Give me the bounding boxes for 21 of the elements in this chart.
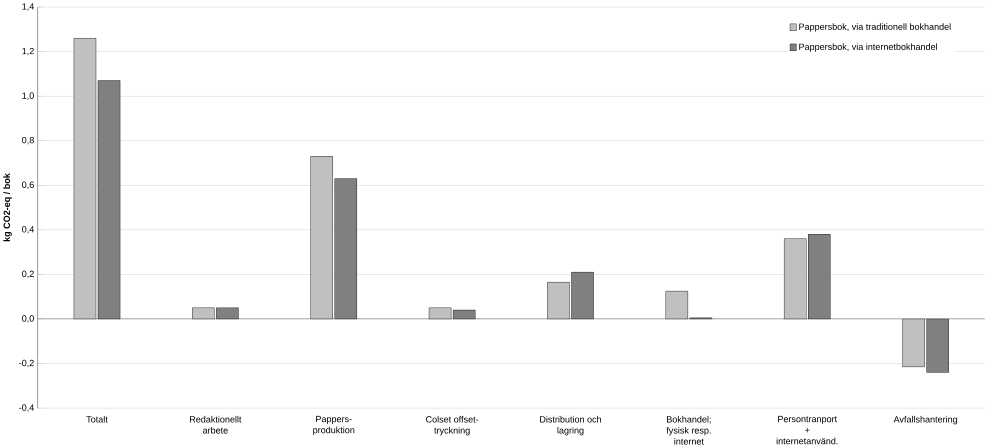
y-tick-label: 0,4 [22, 226, 34, 234]
x-tick-label: Bokhandel; fysisk resp. internet [666, 416, 711, 445]
legend-label: Pappersbok, via internetbokhandel [799, 43, 937, 52]
y-tick-label: 0,8 [22, 136, 34, 144]
y-axis-title: kg CO2-eq / bok [3, 173, 12, 242]
x-tick-label: Pappers- produktion [313, 416, 354, 436]
x-tick-label: Persontranport + internetanvänd. [776, 416, 838, 444]
x-tick-label: Totalt [86, 416, 108, 423]
y-tick-label: 1,2 [22, 48, 34, 56]
y-tick-label: 0,0 [22, 315, 34, 323]
x-tick-label: Distribution och lagring [540, 416, 602, 436]
y-tick-label: 1,4 [22, 3, 34, 11]
y-tick-label: -0,2 [19, 360, 34, 368]
x-tick-label: Redaktionellt arbete [190, 416, 242, 434]
y-tick-label: 0,2 [22, 270, 34, 278]
y-tick-label: 1,0 [22, 92, 34, 100]
legend-label: Pappersbok, via traditionell bokhandel [799, 23, 951, 32]
y-tick-label: -0,4 [19, 404, 34, 412]
x-tick-label: Avfallshantering [894, 416, 958, 424]
x-tick-label: Colset offset- tryckning [426, 416, 478, 436]
y-tick-label: 0,6 [22, 182, 34, 190]
